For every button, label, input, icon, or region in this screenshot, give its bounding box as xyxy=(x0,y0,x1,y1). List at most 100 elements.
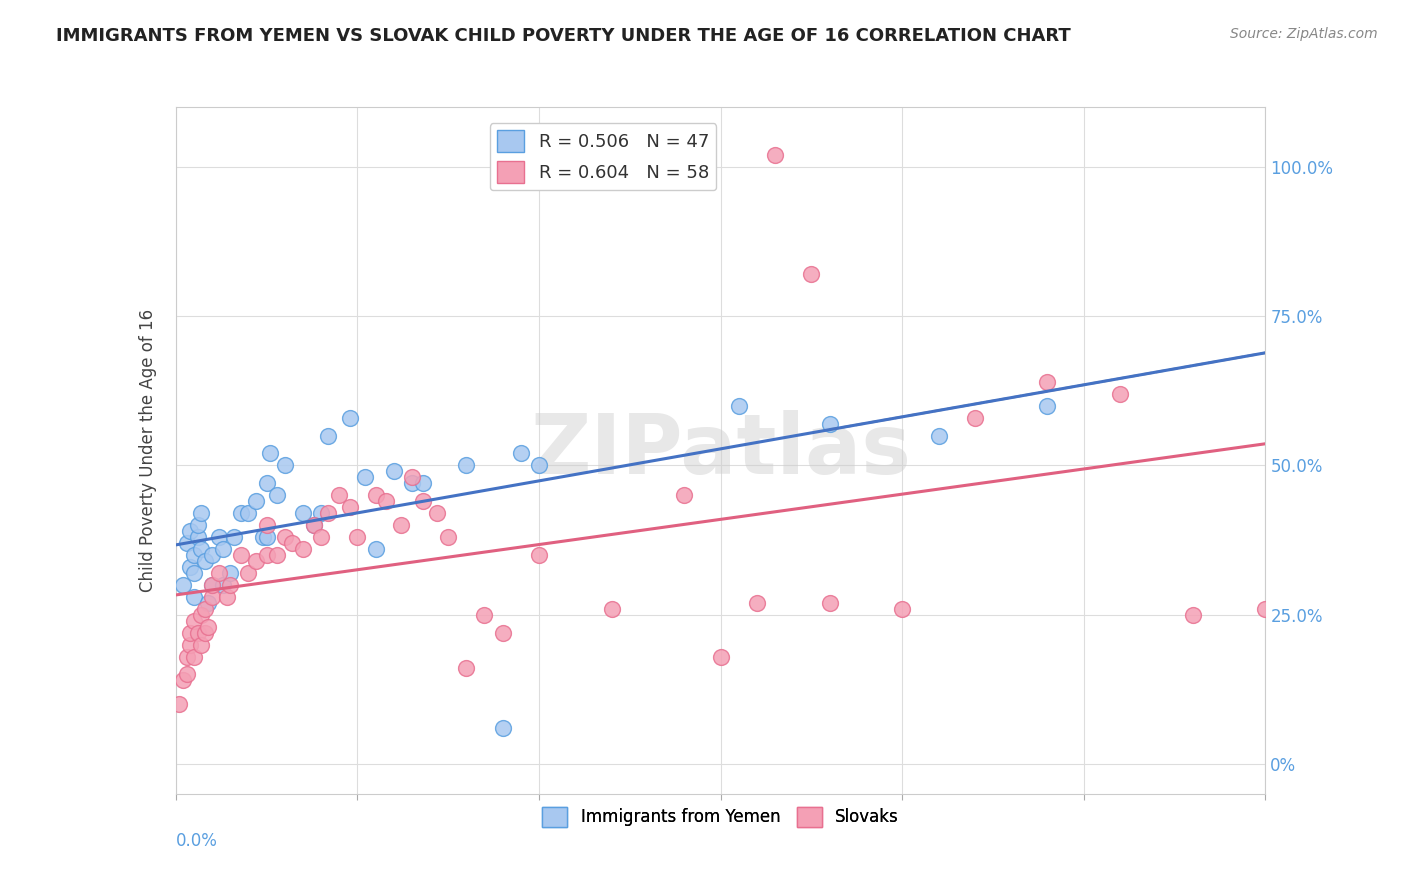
Point xyxy=(194,625,217,640)
Point xyxy=(401,470,423,484)
Point xyxy=(745,596,768,610)
Point xyxy=(963,410,986,425)
Point xyxy=(208,530,231,544)
Point xyxy=(183,649,205,664)
Point xyxy=(492,721,515,735)
Point xyxy=(266,488,288,502)
Point xyxy=(194,601,217,615)
Point xyxy=(256,530,278,544)
Point xyxy=(600,601,623,615)
Point xyxy=(412,476,434,491)
Point xyxy=(190,607,212,622)
Point xyxy=(176,667,198,681)
Point xyxy=(266,548,288,562)
Point xyxy=(281,536,304,550)
Point xyxy=(252,530,274,544)
Point xyxy=(437,530,460,544)
Point xyxy=(179,524,201,538)
Text: 0.0%: 0.0% xyxy=(176,831,218,850)
Point xyxy=(375,494,398,508)
Point xyxy=(328,488,350,502)
Point xyxy=(172,673,194,688)
Point xyxy=(673,488,696,502)
Text: IMMIGRANTS FROM YEMEN VS SLOVAK CHILD POVERTY UNDER THE AGE OF 16 CORRELATION CH: IMMIGRANTS FROM YEMEN VS SLOVAK CHILD PO… xyxy=(56,27,1071,45)
Point xyxy=(172,578,194,592)
Point xyxy=(256,518,278,533)
Point xyxy=(353,470,375,484)
Point xyxy=(891,601,914,615)
Point xyxy=(1254,601,1277,615)
Point xyxy=(176,536,198,550)
Point xyxy=(190,541,212,556)
Point xyxy=(364,488,387,502)
Point xyxy=(339,500,361,515)
Point xyxy=(190,506,212,520)
Legend: Immigrants from Yemen, Slovaks: Immigrants from Yemen, Slovaks xyxy=(536,800,905,834)
Point xyxy=(1036,399,1059,413)
Point xyxy=(201,548,224,562)
Point xyxy=(245,494,267,508)
Point xyxy=(219,566,242,580)
Point xyxy=(197,596,219,610)
Point xyxy=(212,541,235,556)
Point xyxy=(183,590,205,604)
Point xyxy=(389,518,412,533)
Point xyxy=(238,566,260,580)
Point xyxy=(179,638,201,652)
Point xyxy=(212,578,235,592)
Point xyxy=(291,506,314,520)
Point xyxy=(183,566,205,580)
Point xyxy=(176,649,198,664)
Point xyxy=(928,428,950,442)
Point xyxy=(412,494,434,508)
Point xyxy=(186,530,209,544)
Point xyxy=(401,476,423,491)
Point xyxy=(710,649,733,664)
Point xyxy=(1036,375,1059,389)
Point xyxy=(492,625,515,640)
Point xyxy=(527,548,550,562)
Point xyxy=(426,506,449,520)
Point xyxy=(763,148,786,162)
Point xyxy=(197,620,219,634)
Point xyxy=(509,446,531,460)
Point xyxy=(183,548,205,562)
Point xyxy=(231,548,253,562)
Point xyxy=(309,530,332,544)
Point xyxy=(346,530,368,544)
Y-axis label: Child Poverty Under the Age of 16: Child Poverty Under the Age of 16 xyxy=(139,309,157,592)
Text: ZIPatlas: ZIPatlas xyxy=(530,410,911,491)
Point xyxy=(318,506,340,520)
Point xyxy=(186,518,209,533)
Point xyxy=(215,590,238,604)
Point xyxy=(219,578,242,592)
Point xyxy=(256,476,278,491)
Point xyxy=(727,399,749,413)
Point xyxy=(818,417,841,431)
Point xyxy=(186,625,209,640)
Point xyxy=(456,661,478,675)
Point xyxy=(169,698,191,712)
Point xyxy=(291,541,314,556)
Point xyxy=(190,638,212,652)
Point xyxy=(274,458,297,473)
Point xyxy=(309,506,332,520)
Point xyxy=(245,554,267,568)
Point xyxy=(302,518,325,533)
Point xyxy=(818,596,841,610)
Point xyxy=(238,506,260,520)
Point xyxy=(201,590,224,604)
Point xyxy=(183,614,205,628)
Point xyxy=(527,458,550,473)
Point xyxy=(259,446,281,460)
Point xyxy=(201,578,224,592)
Point xyxy=(800,267,823,281)
Point xyxy=(1181,607,1204,622)
Text: Source: ZipAtlas.com: Source: ZipAtlas.com xyxy=(1230,27,1378,41)
Point xyxy=(318,428,340,442)
Point xyxy=(179,625,201,640)
Point xyxy=(208,566,231,580)
Point xyxy=(179,560,201,574)
Point xyxy=(456,458,478,473)
Point xyxy=(364,541,387,556)
